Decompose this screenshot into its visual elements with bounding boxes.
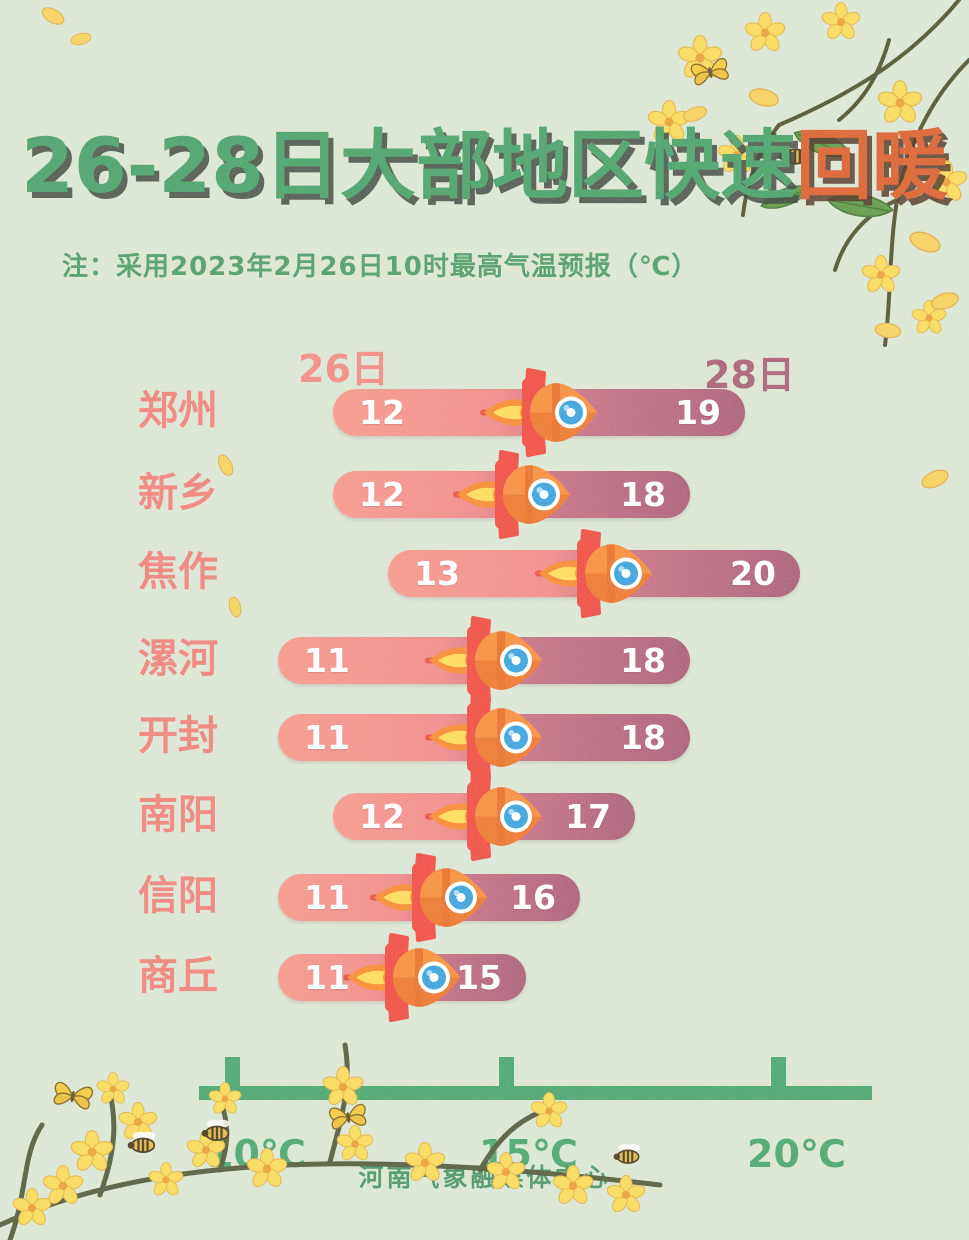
temp-26: 13 [414, 554, 460, 593]
flower-branch-decoration-bottom [0, 1042, 663, 1240]
temp-28: 20 [730, 554, 776, 593]
table-row: 漯河 11 18 [0, 637, 969, 684]
axis-tick-15 [499, 1057, 514, 1087]
table-row: 商丘 11 15 [0, 954, 969, 1001]
legend-start-date: 26日 [298, 347, 389, 391]
temperature-range-bar: 12 17 [333, 793, 635, 840]
table-row: 信阳 11 16 [0, 874, 969, 921]
temperature-range-bar: 11 18 [278, 714, 690, 761]
table-row: 新乡 12 18 [0, 471, 969, 518]
table-row: 郑州 12 19 [0, 389, 969, 436]
temp-26: 11 [304, 641, 350, 680]
temp-28: 16 [510, 878, 556, 917]
temp-28: 19 [675, 393, 721, 432]
city-label: 新乡 [138, 470, 218, 516]
rocket-icon [476, 366, 602, 459]
butterfly-icon [328, 1103, 368, 1131]
temp-26: 12 [359, 475, 405, 514]
butterfly-icon [689, 57, 731, 87]
temp-26: 11 [304, 878, 350, 917]
city-label: 郑州 [138, 388, 218, 434]
table-row: 开封 11 18 [0, 714, 969, 761]
rocket-icon [421, 770, 547, 863]
axis-tick-20 [771, 1057, 786, 1087]
city-label: 信阳 [138, 873, 218, 919]
rocket-icon [339, 931, 465, 1024]
temperature-range-bar: 13 20 [388, 550, 800, 597]
table-row: 焦作 13 20 [0, 550, 969, 597]
x-axis-line [199, 1086, 872, 1100]
city-label: 南阳 [138, 792, 218, 838]
temp-26: 12 [359, 797, 405, 836]
temp-28: 18 [620, 475, 666, 514]
rocket-icon [531, 527, 657, 620]
note-text: 注：采用2023年2月26日10时最高气温预报（℃） [62, 252, 699, 282]
table-row: 南阳 12 17 [0, 793, 969, 840]
city-label: 焦作 [138, 549, 218, 595]
temp-28: 18 [620, 641, 666, 680]
title-orange-part: 回暖 [796, 121, 949, 210]
butterfly-icon [51, 1081, 94, 1111]
temp-28: 18 [620, 718, 666, 757]
title-green-part: 26-28日大部地区快速 [20, 121, 797, 210]
temperature-range-bar: 11 18 [278, 637, 690, 684]
city-label: 漯河 [138, 636, 218, 682]
city-label: 开封 [138, 713, 218, 759]
temp-28: 17 [565, 797, 611, 836]
temperature-range-bar: 11 15 [278, 954, 526, 1001]
temp-26: 12 [359, 393, 405, 432]
temperature-range-bar: 11 16 [278, 874, 580, 921]
city-label: 商丘 [138, 953, 218, 999]
bee-icon [126, 1130, 157, 1154]
temperature-range-bar: 12 18 [333, 471, 690, 518]
temperature-range-bar: 12 19 [333, 389, 745, 436]
axis-tick-10 [225, 1057, 240, 1087]
temp-26: 11 [304, 718, 350, 757]
source-attribution: 河南气象融媒体中心 [358, 1163, 611, 1192]
page-title: 26-28日大部地区快速回暖 [0, 104, 969, 214]
